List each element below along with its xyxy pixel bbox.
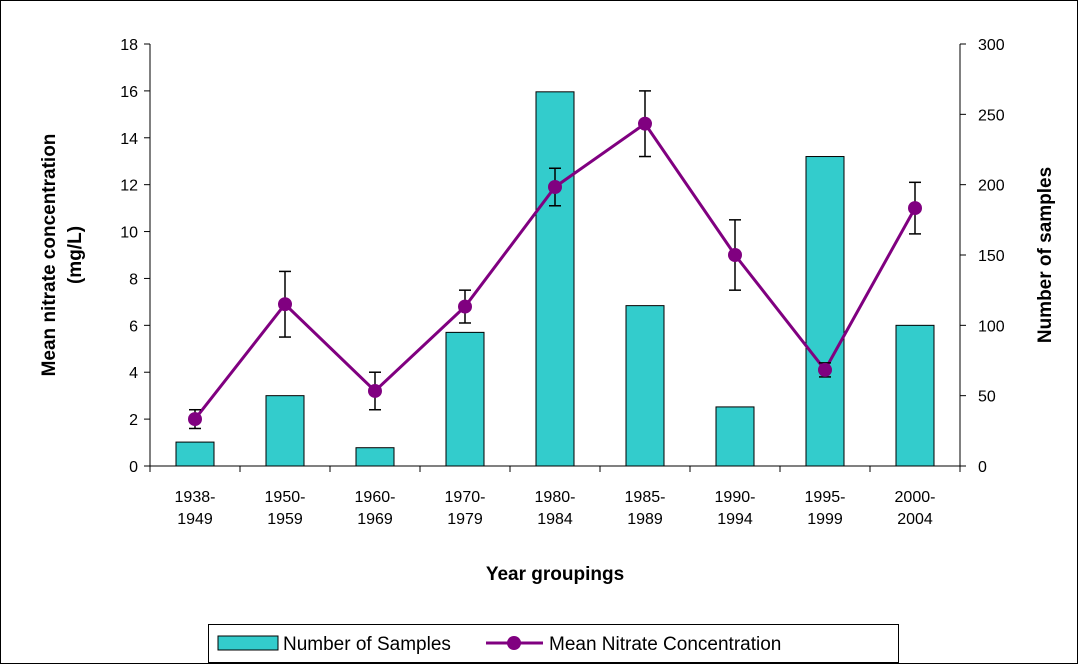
x-tick-label: 1985-1989 xyxy=(625,489,666,528)
bar xyxy=(265,395,305,467)
line-point xyxy=(638,116,652,131)
line-point xyxy=(818,362,832,377)
bar xyxy=(625,305,665,467)
y2-axis-title: Number of samples xyxy=(1035,167,1056,343)
bar xyxy=(805,156,845,467)
x-tick-label: 1938-1949 xyxy=(175,489,216,528)
bar xyxy=(175,441,215,467)
x-tick-label: 1970-1979 xyxy=(445,489,486,528)
bar xyxy=(715,406,755,467)
y-tick-label: 16 xyxy=(120,84,138,101)
y2-tick-label: 200 xyxy=(978,178,1005,195)
x-tick-label: 1980-1984 xyxy=(535,489,576,528)
y-axis-title: Mean nitrate concentration (mg/L) xyxy=(39,134,86,377)
line-point xyxy=(368,383,382,398)
y-tick-label: 10 xyxy=(120,225,138,242)
y-tick-label: 18 xyxy=(120,37,138,54)
bar xyxy=(355,447,395,467)
x-tick-label: 1960-1969 xyxy=(355,489,396,528)
x-axis-title: Year groupings xyxy=(486,564,624,585)
y2-tick-label: 250 xyxy=(978,107,1005,124)
line-point xyxy=(458,299,472,314)
line-point xyxy=(278,297,292,312)
legend-swatch xyxy=(217,635,279,651)
line-point xyxy=(188,412,202,427)
x-tick-label: 1995-1999 xyxy=(805,489,846,528)
legend-box xyxy=(208,624,899,663)
y2-tick-label: 0 xyxy=(978,459,987,476)
legend-label: Number of Samples xyxy=(283,634,451,655)
y-tick-label: 6 xyxy=(129,318,138,335)
line-point xyxy=(548,180,562,195)
legend-swatch xyxy=(507,636,521,650)
bar xyxy=(445,331,485,467)
x-tick-label: 2000-2004 xyxy=(895,489,936,528)
y-tick-label: 14 xyxy=(120,131,138,148)
y2-tick-label: 50 xyxy=(978,389,996,406)
y2-tick-label: 150 xyxy=(978,248,1005,265)
bar xyxy=(895,324,935,467)
line-point xyxy=(908,201,922,216)
bar xyxy=(535,91,575,467)
y-tick-label: 12 xyxy=(120,178,138,195)
y-tick-label: 2 xyxy=(129,412,138,429)
y2-tick-label: 100 xyxy=(978,318,1005,335)
y-tick-label: 0 xyxy=(129,459,138,476)
y-tick-label: 8 xyxy=(129,271,138,288)
x-tick-label: 1990-1994 xyxy=(715,489,756,528)
y-tick-label: 4 xyxy=(129,365,138,382)
y2-tick-label: 300 xyxy=(978,37,1005,54)
x-tick-label: 1950-1959 xyxy=(265,489,306,528)
line-point xyxy=(728,248,742,262)
legend-label: Mean Nitrate Concentration xyxy=(549,634,781,655)
